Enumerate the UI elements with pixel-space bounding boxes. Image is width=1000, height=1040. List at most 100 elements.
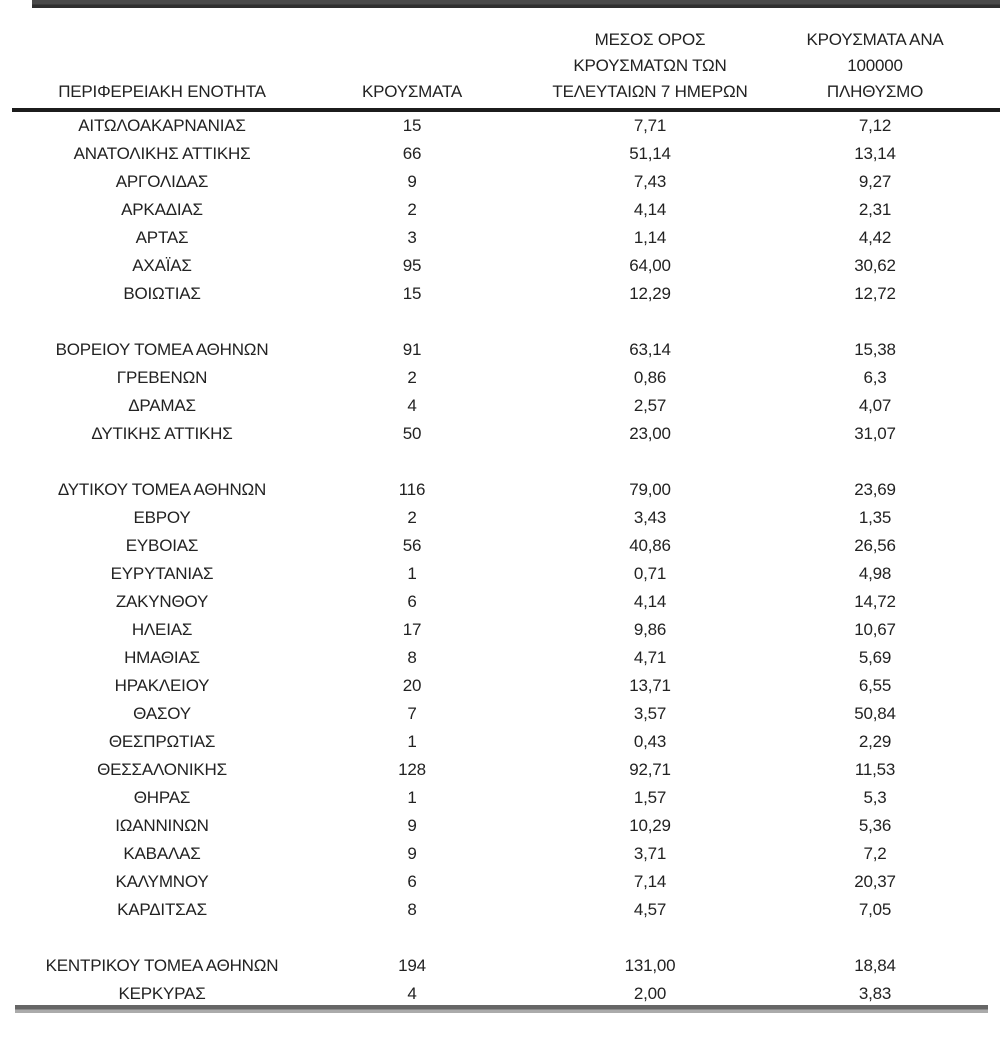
table-cell: 15 (402, 284, 422, 303)
table-cell (962, 504, 1000, 532)
table-cell: 6 (407, 592, 417, 611)
table-cell: 2 (407, 368, 417, 387)
table-spacer-cell (962, 308, 1000, 336)
table-cell: 4 (407, 984, 417, 1003)
table-cell: 1,14 (633, 228, 667, 247)
table-cell (962, 196, 1000, 224)
table-cell: ΑΙΤΩΛΟΑΚΑΡΝΑΝΙΑΣ (78, 116, 246, 135)
table-row: ΖΑΚΥΝΘΟΥ 6 4,14 14,72 (12, 588, 1000, 616)
table-row: ΚΕΝΤΡΙΚΟΥ ΤΟΜΕΑ ΑΘΗΝΩΝ 194 131,00 18,84 (12, 952, 1000, 980)
table-cell: 1,57 (633, 788, 667, 807)
table-spacer-cell (788, 924, 962, 952)
column-header-spacer (962, 8, 1000, 112)
table-cell: 5,36 (858, 816, 892, 835)
table-cell: ΚΑΒΑΛΑΣ (123, 844, 201, 863)
table-cell: 0,43 (633, 732, 667, 751)
table-cell: 23,00 (629, 424, 671, 443)
table-row: ΑΡΚΑΔΙΑΣ 2 4,14 2,31 (12, 196, 1000, 224)
table-cell: 26,56 (854, 536, 896, 555)
table-row: ΗΛΕΙΑΣ 17 9,86 10,67 (12, 616, 1000, 644)
table-cell: ΘΗΡΑΣ (133, 788, 191, 807)
table-cell: 7,14 (633, 872, 667, 891)
table-cell: 131,00 (624, 956, 676, 975)
table-cell: 194 (398, 956, 426, 975)
table-cell: 5,69 (858, 648, 892, 667)
table-row: ΕΥΒΟΙΑΣ 56 40,86 26,56 (12, 532, 1000, 560)
table-cell: ΗΡΑΚΛΕΙΟΥ (114, 676, 210, 695)
table-cell (962, 616, 1000, 644)
table-cell: 10,29 (629, 816, 671, 835)
table-spacer-row (12, 448, 1000, 476)
table-cell: 20 (402, 676, 422, 695)
table-cell: 3 (407, 228, 417, 247)
table-cell: ΘΑΣΟΥ (133, 704, 191, 723)
table-row: ΚΕΡΚΥΡΑΣ 4 2,00 3,83 (12, 980, 1000, 1008)
table-cell (962, 364, 1000, 392)
table-cell: 18,84 (854, 956, 896, 975)
table-cell: 14,72 (854, 592, 896, 611)
table-cell: 12,72 (854, 284, 896, 303)
table-cell: ΑΡΓΟΛΙΔΑΣ (115, 172, 209, 191)
table-row: ΑΧΑΪΑΣ 95 64,00 30,62 (12, 252, 1000, 280)
table-spacer-cell (962, 448, 1000, 476)
table-cell: ΕΥΡΥΤΑΝΙΑΣ (110, 564, 214, 583)
table-spacer-cell (512, 308, 788, 336)
table-row: ΕΥΡΥΤΑΝΙΑΣ 1 0,71 4,98 (12, 560, 1000, 588)
table-row: ΚΑΡΔΙΤΣΑΣ 8 4,57 7,05 (12, 896, 1000, 924)
table-cell: ΔΥΤΙΚΗΣ ΑΤΤΙΚΗΣ (91, 424, 233, 443)
table-cell (962, 644, 1000, 672)
table-cell (962, 168, 1000, 196)
table-spacer-cell (312, 448, 512, 476)
table-cell (962, 532, 1000, 560)
table-cell: 17 (402, 620, 422, 639)
table-cell: 7,71 (633, 116, 667, 135)
table-cell (962, 560, 1000, 588)
table-cell (962, 224, 1000, 252)
table-cell (962, 896, 1000, 924)
table-cell: 4 (407, 396, 417, 415)
table-cell: 7,2 (863, 844, 887, 863)
table-cell: 4,98 (858, 564, 892, 583)
table-cell: 9 (407, 816, 417, 835)
table-cell: 116 (398, 480, 426, 499)
column-header-label: ΠΕΡΙΦΕΡΕΙΑΚΗ ΕΝΟΤΗΤΑ (58, 82, 266, 101)
table-cell: 50,84 (854, 704, 896, 723)
table-row: ΘΕΣΣΑΛΟΝΙΚΗΣ 128 92,71 11,53 (12, 756, 1000, 784)
table-row: ΗΡΑΚΛΕΙΟΥ 20 13,71 6,55 (12, 672, 1000, 700)
table-cell (962, 476, 1000, 504)
table-cell: ΖΑΚΥΝΘΟΥ (115, 592, 209, 611)
table-cell: ΕΥΒΟΙΑΣ (125, 536, 199, 555)
table-cell: 56 (402, 536, 422, 555)
table-cell: 4,71 (633, 648, 667, 667)
table-cell: ΚΑΡΔΙΤΣΑΣ (117, 900, 207, 919)
table-cell: 95 (402, 256, 422, 275)
table-cell: 4,14 (633, 200, 667, 219)
table-cell: ΑΡΚΑΔΙΑΣ (121, 200, 203, 219)
table-cell: 6,3 (863, 368, 887, 387)
table-cell (962, 784, 1000, 812)
table-cell (962, 252, 1000, 280)
table-cell: ΔΥΤΙΚΟΥ ΤΟΜΕΑ ΑΘΗΝΩΝ (57, 480, 267, 499)
table-spacer-cell (312, 924, 512, 952)
table-cell (962, 868, 1000, 896)
table-top-border (32, 0, 1000, 8)
table-row: ΒΟΙΩΤΙΑΣ 15 12,29 12,72 (12, 280, 1000, 308)
table-row: ΘΕΣΠΡΩΤΙΑΣ 1 0,43 2,29 (12, 728, 1000, 756)
table-cell: ΚΑΛΥΜΝΟΥ (115, 872, 209, 891)
table-cell: 79,00 (629, 480, 671, 499)
table-cell: 13,14 (854, 144, 896, 163)
column-header-cases: ΚΡΟΥΣΜΑΤΑ (312, 8, 512, 112)
table-body: ΑΙΤΩΛΟΑΚΑΡΝΑΝΙΑΣ 15 7,71 7,12 ΑΝΑΤΟΛΙΚΗΣ ΑΤΤ… (12, 110, 1000, 1008)
table-row: ΘΗΡΑΣ 1 1,57 5,3 (12, 784, 1000, 812)
table-cell: ΒΟΡΕΙΟΥ ΤΟΜΕΑ ΑΘΗΝΩΝ (55, 340, 269, 359)
table-row: ΒΟΡΕΙΟΥ ΤΟΜΕΑ ΑΘΗΝΩΝ 91 63,14 15,38 (12, 336, 1000, 364)
column-header-regional-unit: ΠΕΡΙΦΕΡΕΙΑΚΗ ΕΝΟΤΗΤΑ (12, 8, 312, 112)
table-row: ΑΡΓΟΛΙΔΑΣ 9 7,43 9,27 (12, 168, 1000, 196)
table-cell: 10,67 (854, 620, 896, 639)
table-cell: 1,35 (858, 508, 892, 527)
table-row: ΔΥΤΙΚΟΥ ΤΟΜΕΑ ΑΘΗΝΩΝ 116 79,00 23,69 (12, 476, 1000, 504)
table-cell: ΕΒΡΟΥ (133, 508, 191, 527)
table-cell: 4,07 (858, 396, 892, 415)
table-row: ΔΡΑΜΑΣ 4 2,57 4,07 (12, 392, 1000, 420)
table-cell: 11,53 (854, 760, 896, 779)
